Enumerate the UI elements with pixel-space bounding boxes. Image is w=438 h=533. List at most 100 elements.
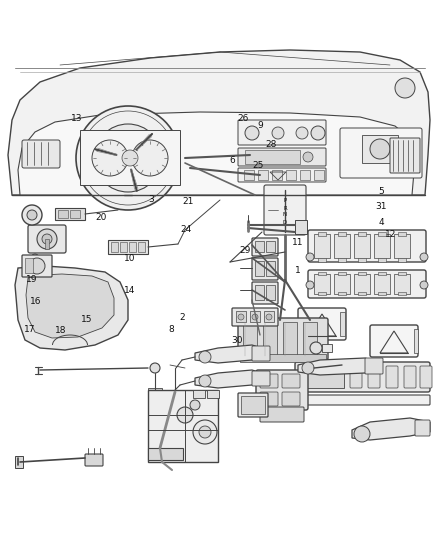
FancyBboxPatch shape xyxy=(308,230,426,262)
Text: 19: 19 xyxy=(26,276,37,284)
Circle shape xyxy=(42,234,52,244)
Bar xyxy=(358,272,366,275)
Bar xyxy=(236,311,246,322)
Circle shape xyxy=(272,127,284,139)
Bar xyxy=(263,322,277,356)
Circle shape xyxy=(92,140,128,176)
Bar xyxy=(338,232,346,236)
Text: 30: 30 xyxy=(232,336,243,344)
Text: 15: 15 xyxy=(81,316,92,324)
FancyBboxPatch shape xyxy=(252,238,278,256)
Circle shape xyxy=(266,314,272,320)
Bar xyxy=(338,258,346,262)
Bar xyxy=(322,344,332,352)
Polygon shape xyxy=(18,112,415,195)
Polygon shape xyxy=(26,274,114,338)
Bar xyxy=(266,261,275,276)
Bar xyxy=(318,258,326,262)
Bar xyxy=(255,285,264,300)
Text: 24: 24 xyxy=(180,225,192,233)
FancyBboxPatch shape xyxy=(238,393,268,417)
Bar xyxy=(108,240,148,254)
Circle shape xyxy=(29,258,45,274)
Circle shape xyxy=(193,420,217,444)
Bar xyxy=(302,366,344,388)
Bar xyxy=(283,322,297,356)
Circle shape xyxy=(310,342,322,354)
Bar xyxy=(148,448,183,460)
FancyBboxPatch shape xyxy=(252,346,270,361)
Bar xyxy=(414,329,418,353)
FancyBboxPatch shape xyxy=(260,407,304,422)
Circle shape xyxy=(177,407,193,423)
Circle shape xyxy=(395,78,415,98)
Bar xyxy=(120,242,127,252)
Circle shape xyxy=(306,281,314,289)
Bar xyxy=(314,170,324,180)
FancyBboxPatch shape xyxy=(295,362,430,392)
FancyBboxPatch shape xyxy=(238,168,326,182)
Polygon shape xyxy=(8,50,430,195)
Bar xyxy=(255,241,264,252)
Text: 9: 9 xyxy=(258,121,264,130)
Bar xyxy=(394,274,410,294)
Circle shape xyxy=(94,124,162,192)
FancyBboxPatch shape xyxy=(260,374,278,388)
FancyBboxPatch shape xyxy=(260,392,278,406)
Bar xyxy=(374,234,390,258)
Text: 28: 28 xyxy=(265,141,276,149)
Text: 1: 1 xyxy=(295,266,301,275)
Circle shape xyxy=(27,210,37,220)
Bar xyxy=(240,354,326,362)
Circle shape xyxy=(22,205,42,225)
Bar xyxy=(334,234,350,258)
Bar xyxy=(318,272,326,275)
Text: 25: 25 xyxy=(253,161,264,169)
Circle shape xyxy=(31,254,39,262)
Circle shape xyxy=(199,426,211,438)
Bar xyxy=(55,208,85,220)
Bar xyxy=(244,170,254,180)
FancyBboxPatch shape xyxy=(252,282,278,304)
Bar xyxy=(15,456,23,468)
Circle shape xyxy=(303,152,313,162)
Text: 26: 26 xyxy=(237,114,249,123)
Circle shape xyxy=(190,400,200,410)
Bar xyxy=(378,232,386,236)
Bar xyxy=(295,220,307,234)
FancyBboxPatch shape xyxy=(404,366,416,388)
Bar xyxy=(314,234,330,258)
Bar xyxy=(129,242,136,252)
Bar xyxy=(318,292,326,295)
FancyBboxPatch shape xyxy=(415,420,430,436)
Bar xyxy=(340,312,345,336)
Text: 3: 3 xyxy=(148,196,154,204)
Bar xyxy=(338,272,346,275)
FancyBboxPatch shape xyxy=(85,454,103,466)
Bar xyxy=(358,232,366,236)
Bar xyxy=(258,170,268,180)
Circle shape xyxy=(296,127,308,139)
Polygon shape xyxy=(195,345,268,363)
FancyBboxPatch shape xyxy=(232,308,278,326)
Bar xyxy=(358,258,366,262)
Text: 8: 8 xyxy=(168,325,174,334)
FancyBboxPatch shape xyxy=(340,128,422,178)
Circle shape xyxy=(252,314,258,320)
FancyBboxPatch shape xyxy=(308,270,426,298)
Bar xyxy=(314,274,330,294)
Text: R: R xyxy=(283,206,287,211)
Bar xyxy=(378,272,386,275)
Text: 4: 4 xyxy=(378,219,384,227)
Bar xyxy=(70,210,80,218)
Bar xyxy=(250,311,260,322)
FancyBboxPatch shape xyxy=(252,371,270,386)
Circle shape xyxy=(370,139,390,159)
Circle shape xyxy=(199,351,211,363)
Circle shape xyxy=(238,314,244,320)
Bar xyxy=(374,274,390,294)
Bar xyxy=(25,258,33,273)
Circle shape xyxy=(245,126,259,140)
FancyBboxPatch shape xyxy=(282,374,300,388)
Circle shape xyxy=(302,362,314,374)
